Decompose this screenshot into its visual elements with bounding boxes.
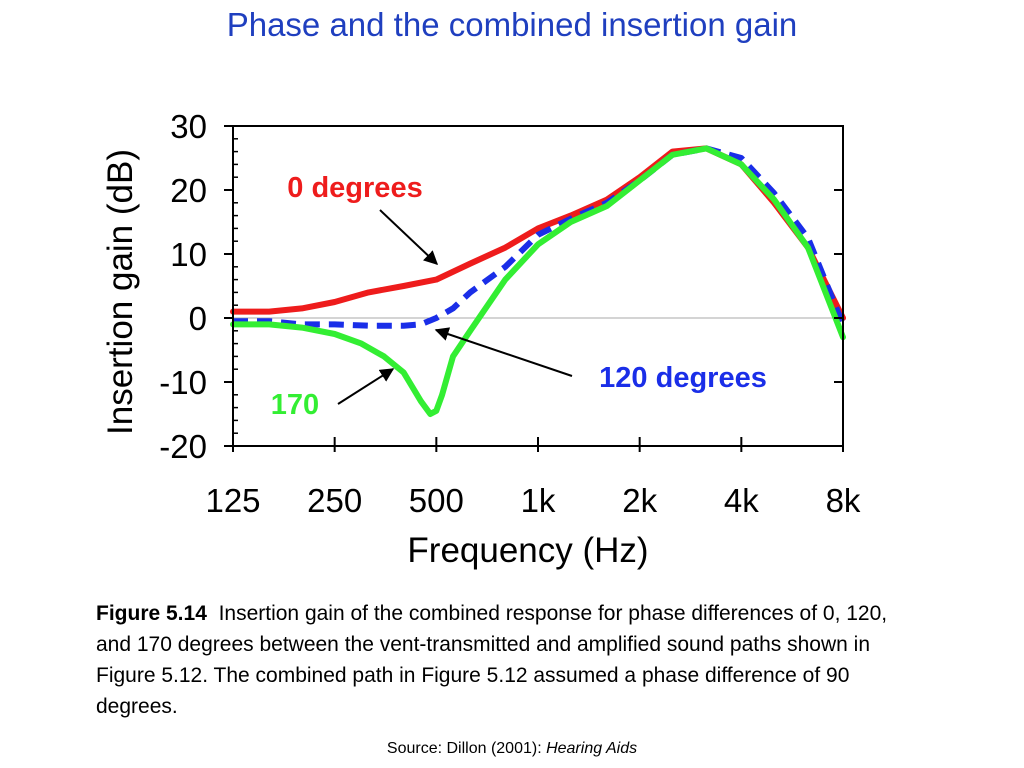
annotation-arrow-2 [337, 368, 395, 405]
x-tick-label: 1k [521, 482, 556, 519]
x-tick-label: 125 [205, 482, 260, 519]
figure-caption: Figure 5.14 Insertion gain of the combin… [96, 598, 926, 722]
x-tick-label: 500 [409, 482, 464, 519]
source-title: Hearing Aids [546, 740, 638, 757]
series-line-1 [233, 145, 846, 329]
source-prefix: Source: Dillon (2001): [386, 740, 547, 757]
source-line: Source: Dillon (2001): Hearing Aids [0, 740, 1024, 758]
figure-label: Figure 5.14 [96, 602, 207, 625]
page-title: Phase and the combined insertion gain [226, 6, 798, 43]
annotation-label-2: 170 [271, 389, 319, 421]
y-tick-label: 0 [189, 300, 207, 337]
y-tick-label: -10 [159, 364, 207, 401]
series-line-2 [230, 145, 846, 417]
y-axis-label: Insertion gain (dB) [101, 149, 140, 435]
x-axis-label: Frequency (Hz) [407, 531, 648, 570]
x-tick-label: 4k [724, 482, 759, 519]
x-tick-label: 250 [307, 482, 362, 519]
caption-text: Insertion gain of the combined response … [96, 602, 888, 718]
x-tick-label: 8k [826, 482, 861, 519]
annotation-arrow-1 [434, 327, 573, 377]
annotation-label-1: 120 degrees [599, 362, 767, 394]
annotation-arrow-0 [379, 209, 439, 265]
y-tick-label: 10 [170, 236, 207, 273]
insertion-gain-chart: -20 -10 0 10 20 30 125 250 500 1k 2k 4k 8k Frequency … [101, 108, 861, 570]
y-tick-label: 20 [170, 172, 207, 209]
x-tick-label: 2k [622, 482, 657, 519]
annotation-label-0: 0 degrees [287, 172, 422, 204]
y-tick-label: 30 [170, 108, 207, 145]
y-tick-label: -20 [159, 428, 207, 465]
